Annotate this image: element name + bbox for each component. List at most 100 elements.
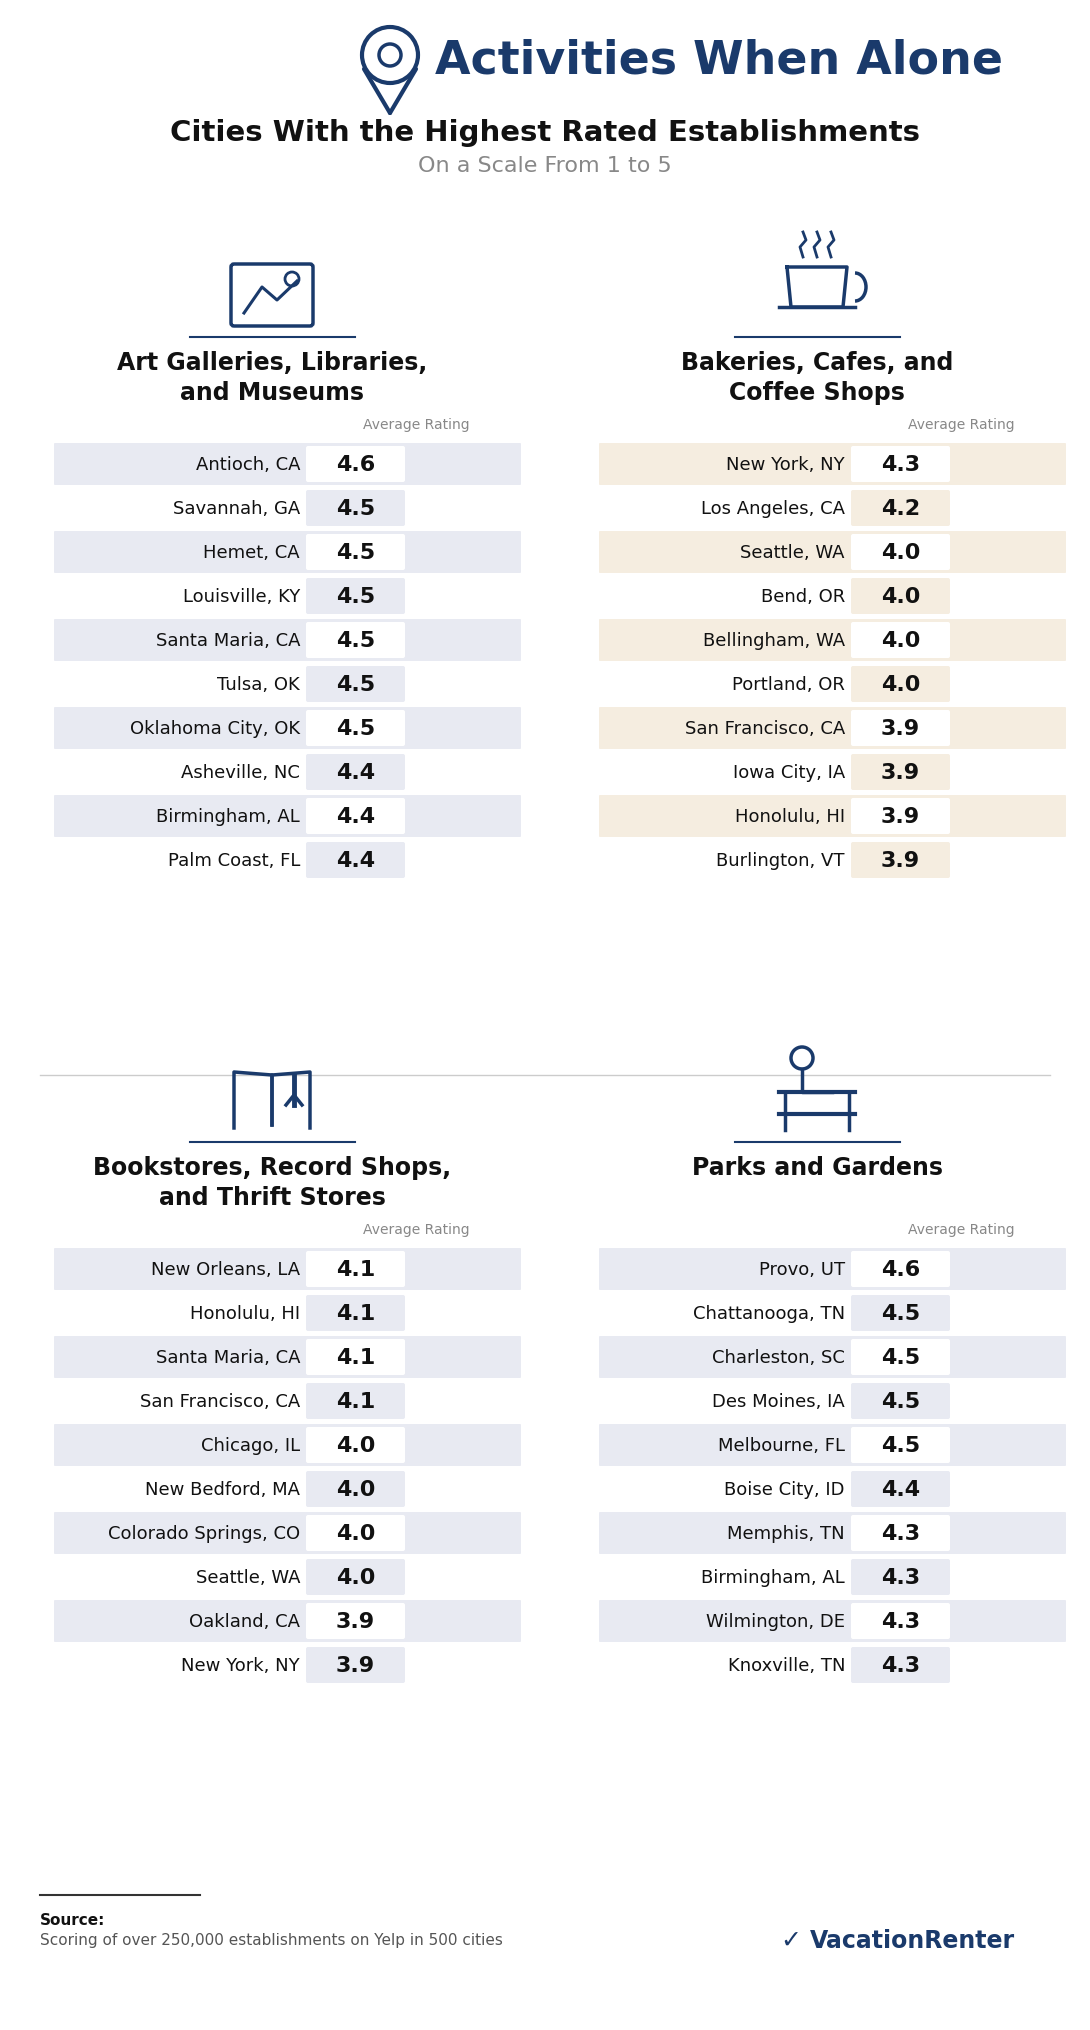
Text: 4.5: 4.5 [336, 631, 375, 652]
FancyBboxPatch shape [851, 491, 950, 526]
Text: Savannah, GA: Savannah, GA [172, 499, 300, 518]
Text: Iowa City, IA: Iowa City, IA [732, 763, 845, 782]
Text: Average Rating: Average Rating [363, 418, 470, 432]
FancyBboxPatch shape [600, 1248, 1066, 1291]
FancyBboxPatch shape [851, 1514, 950, 1551]
Text: 4.0: 4.0 [336, 1567, 375, 1587]
Text: Antioch, CA: Antioch, CA [195, 457, 300, 473]
FancyBboxPatch shape [306, 1472, 405, 1506]
FancyBboxPatch shape [306, 1514, 405, 1551]
Text: Louisville, KY: Louisville, KY [183, 589, 300, 605]
Text: Average Rating: Average Rating [908, 1222, 1015, 1236]
FancyBboxPatch shape [54, 532, 521, 574]
FancyBboxPatch shape [306, 755, 405, 790]
FancyBboxPatch shape [54, 1512, 521, 1555]
FancyBboxPatch shape [54, 619, 521, 662]
Text: New Bedford, MA: New Bedford, MA [145, 1480, 300, 1498]
FancyBboxPatch shape [851, 1472, 950, 1506]
FancyBboxPatch shape [54, 1336, 521, 1378]
Text: 3.9: 3.9 [881, 719, 920, 739]
FancyBboxPatch shape [851, 1427, 950, 1464]
FancyBboxPatch shape [600, 796, 1066, 838]
FancyBboxPatch shape [306, 1559, 405, 1596]
Text: New York, NY: New York, NY [181, 1656, 300, 1675]
Text: 4.0: 4.0 [881, 631, 920, 652]
Text: 4.0: 4.0 [336, 1480, 375, 1500]
FancyBboxPatch shape [600, 619, 1066, 662]
Text: Asheville, NC: Asheville, NC [181, 763, 300, 782]
Text: 4.5: 4.5 [336, 719, 375, 739]
Text: New York, NY: New York, NY [726, 457, 845, 473]
FancyBboxPatch shape [851, 447, 950, 483]
Text: 4.5: 4.5 [881, 1435, 920, 1456]
Text: Des Moines, IA: Des Moines, IA [712, 1393, 845, 1411]
Text: Source:: Source: [40, 1912, 106, 1926]
Text: Melbourne, FL: Melbourne, FL [718, 1437, 845, 1453]
Text: Birmingham, AL: Birmingham, AL [156, 808, 300, 826]
FancyBboxPatch shape [306, 623, 405, 658]
Text: Honolulu, HI: Honolulu, HI [735, 808, 845, 826]
Text: 4.1: 4.1 [336, 1348, 375, 1368]
Text: Art Galleries, Libraries,
and Museums: Art Galleries, Libraries, and Museums [117, 351, 427, 404]
Text: On a Scale From 1 to 5: On a Scale From 1 to 5 [419, 156, 671, 177]
FancyBboxPatch shape [306, 1250, 405, 1287]
FancyBboxPatch shape [851, 1295, 950, 1332]
Text: 4.5: 4.5 [881, 1391, 920, 1411]
Text: 4.5: 4.5 [881, 1348, 920, 1368]
FancyBboxPatch shape [851, 1559, 950, 1596]
Text: 4.5: 4.5 [336, 587, 375, 607]
Text: 4.3: 4.3 [881, 1522, 920, 1543]
Text: 4.0: 4.0 [881, 674, 920, 694]
Text: Activities When Alone: Activities When Alone [435, 39, 1003, 83]
Text: Chicago, IL: Chicago, IL [201, 1437, 300, 1453]
FancyBboxPatch shape [851, 534, 950, 570]
FancyBboxPatch shape [306, 579, 405, 615]
Text: 4.3: 4.3 [881, 455, 920, 475]
FancyBboxPatch shape [306, 534, 405, 570]
FancyBboxPatch shape [600, 1600, 1066, 1642]
Text: 4.5: 4.5 [336, 542, 375, 562]
Text: Santa Maria, CA: Santa Maria, CA [156, 631, 300, 650]
Text: 3.9: 3.9 [881, 763, 920, 784]
FancyBboxPatch shape [851, 1646, 950, 1683]
Text: Santa Maria, CA: Santa Maria, CA [156, 1348, 300, 1366]
Text: Scoring of over 250,000 establishments on Yelp in 500 cities: Scoring of over 250,000 establishments o… [40, 1933, 502, 1947]
FancyBboxPatch shape [851, 579, 950, 615]
FancyBboxPatch shape [54, 1248, 521, 1291]
Text: 4.1: 4.1 [336, 1391, 375, 1411]
Text: 4.0: 4.0 [336, 1435, 375, 1456]
FancyBboxPatch shape [851, 1604, 950, 1638]
Text: Portland, OR: Portland, OR [732, 676, 845, 694]
FancyBboxPatch shape [851, 710, 950, 747]
Text: 4.0: 4.0 [881, 542, 920, 562]
Text: 4.3: 4.3 [881, 1612, 920, 1632]
Text: San Francisco, CA: San Francisco, CA [140, 1393, 300, 1411]
Text: Cities With the Highest Rated Establishments: Cities With the Highest Rated Establishm… [170, 120, 920, 146]
Text: Average Rating: Average Rating [908, 418, 1015, 432]
FancyBboxPatch shape [600, 1425, 1066, 1466]
Text: 3.9: 3.9 [336, 1654, 375, 1675]
FancyBboxPatch shape [851, 755, 950, 790]
Text: Bookstores, Record Shops,
and Thrift Stores: Bookstores, Record Shops, and Thrift Sto… [93, 1155, 451, 1210]
Text: 4.0: 4.0 [881, 587, 920, 607]
FancyBboxPatch shape [851, 623, 950, 658]
FancyBboxPatch shape [306, 1295, 405, 1332]
Text: Average Rating: Average Rating [363, 1222, 470, 1236]
Text: 3.9: 3.9 [881, 806, 920, 826]
Text: 3.9: 3.9 [881, 851, 920, 871]
Text: 4.5: 4.5 [336, 674, 375, 694]
FancyBboxPatch shape [306, 1340, 405, 1374]
Text: 3.9: 3.9 [336, 1612, 375, 1632]
Text: Charleston, SC: Charleston, SC [712, 1348, 845, 1366]
FancyBboxPatch shape [306, 666, 405, 702]
Text: 4.6: 4.6 [336, 455, 375, 475]
Text: Bellingham, WA: Bellingham, WA [703, 631, 845, 650]
Text: Boise City, ID: Boise City, ID [725, 1480, 845, 1498]
Text: Burlington, VT: Burlington, VT [716, 851, 845, 869]
Text: Seattle, WA: Seattle, WA [195, 1569, 300, 1585]
Text: Los Angeles, CA: Los Angeles, CA [701, 499, 845, 518]
FancyBboxPatch shape [600, 1512, 1066, 1555]
Text: VacationRenter: VacationRenter [810, 1928, 1015, 1953]
Text: Honolulu, HI: Honolulu, HI [190, 1305, 300, 1322]
Text: 4.4: 4.4 [881, 1480, 920, 1500]
